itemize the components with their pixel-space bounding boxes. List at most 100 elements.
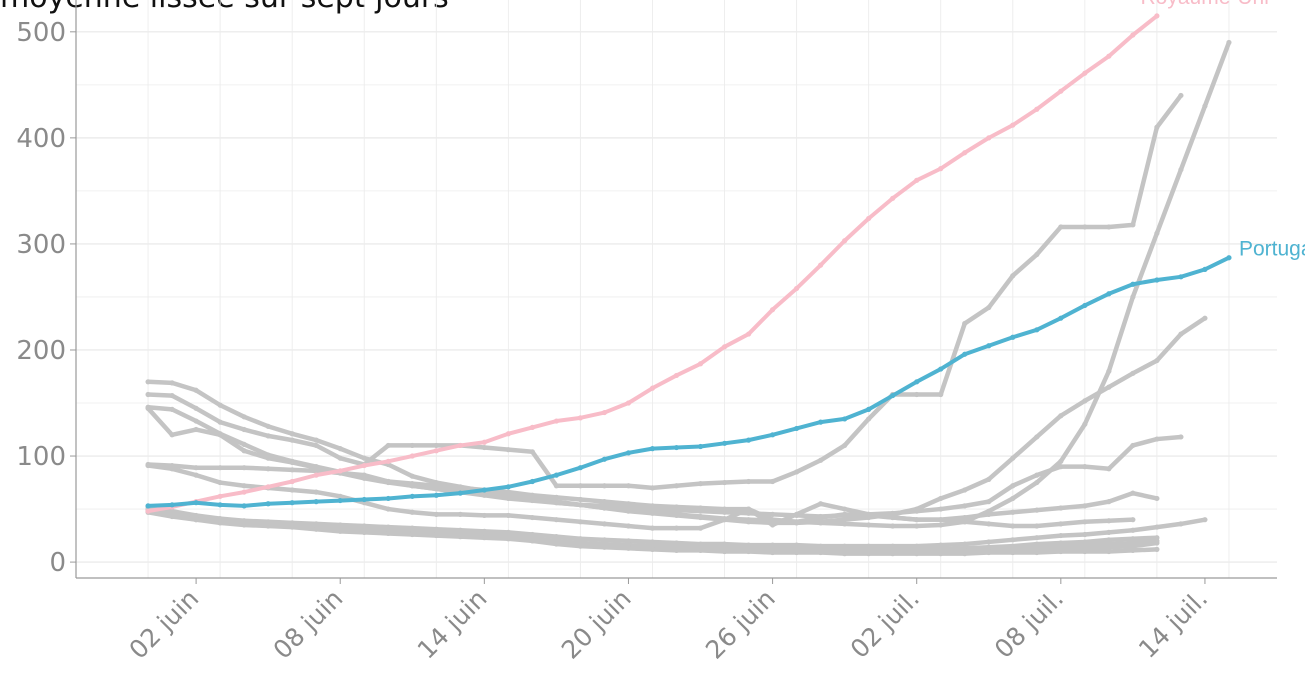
background-series-point: [818, 514, 824, 521]
background-series-point: [938, 495, 944, 502]
x-tick-label: 26 juin: [700, 584, 781, 665]
background-series-point: [481, 535, 487, 541]
series-portugal-point: [385, 495, 391, 502]
background-series-point: [409, 473, 415, 479]
background-series-point: [1010, 495, 1016, 502]
x-tick-label: 02 juin: [123, 584, 204, 665]
series-portugal-point: [481, 487, 487, 493]
background-series-point: [241, 426, 247, 433]
series-royaume-uni-point: [577, 415, 584, 421]
background-series-point: [241, 414, 247, 420]
background-series-point: [217, 520, 223, 526]
background-series-point: [169, 392, 175, 399]
series-portugal-point: [1010, 334, 1016, 340]
series-portugal-point: [337, 497, 343, 504]
background-series-point: [1034, 523, 1040, 529]
series-royaume-uni-point: [1082, 70, 1088, 76]
background-series-point: [1130, 490, 1136, 496]
background-series-point: [866, 551, 872, 557]
background-series-point: [265, 466, 271, 472]
series-royaume-uni-point: [217, 493, 223, 499]
series-royaume-uni-point: [1130, 32, 1136, 38]
x-tick-label: 08 juil.: [989, 584, 1069, 664]
background-series-point: [409, 442, 415, 449]
series-royaume-uni-point: [769, 307, 776, 313]
background-series-point: [1178, 167, 1184, 173]
background-series-point: [745, 478, 752, 485]
background-series-point: [1034, 549, 1040, 556]
background-series-point: [842, 511, 848, 517]
background-series-point: [625, 501, 632, 507]
background-series-point: [217, 465, 223, 471]
x-tick-label: 14 juil.: [1133, 584, 1213, 664]
background-series-point: [794, 549, 800, 556]
background-series-point: [986, 539, 992, 545]
background-series-point: [169, 406, 175, 412]
background-series-point: [890, 514, 896, 521]
background-series-point: [1130, 370, 1136, 376]
background-series-point: [193, 426, 199, 433]
background-series-point: [1106, 548, 1112, 555]
series-royaume-uni-point: [721, 344, 728, 350]
background-series-point: [794, 511, 800, 517]
series-portugal-point: [625, 450, 632, 456]
background-series-point: [217, 402, 223, 408]
background-series-point: [241, 441, 247, 447]
background-series-point: [1202, 315, 1208, 321]
background-series-point: [962, 320, 968, 327]
series-royaume-uni-point: [986, 135, 992, 141]
series-portugal-point: [409, 493, 415, 499]
background-series-point: [577, 483, 584, 489]
background-series-point: [721, 517, 728, 523]
background-series-point: [505, 447, 511, 453]
background-series-point: [1034, 479, 1040, 486]
background-series-point: [1130, 517, 1136, 523]
background-series-point: [842, 517, 848, 523]
background-series-point: [938, 551, 944, 557]
series-portugal-point: [1154, 277, 1160, 283]
background-series-point: [1082, 519, 1088, 525]
background-series-point: [265, 423, 271, 429]
background-series-point: [1058, 464, 1064, 470]
background-series-point: [914, 508, 920, 514]
background-series-point: [169, 432, 175, 438]
background-series-point: [433, 532, 439, 539]
background-series-point: [1106, 529, 1112, 535]
background-series-point: [289, 459, 295, 465]
background-series-point: [169, 513, 175, 520]
background-series-point: [577, 496, 584, 503]
background-series-line: [145, 93, 1184, 491]
series-portugal-line: [146, 255, 1231, 508]
background-series-point: [673, 547, 680, 554]
background-series-point: [1010, 273, 1016, 279]
background-series-point: [769, 549, 776, 556]
background-series-point: [601, 521, 608, 527]
background-series-point: [1058, 505, 1064, 511]
background-series-point: [313, 489, 319, 495]
background-series-point: [962, 503, 968, 509]
background-series-point: [794, 519, 800, 525]
background-series-point: [601, 483, 608, 489]
background-series-point: [433, 442, 439, 449]
background-series-point: [890, 551, 896, 557]
background-series-point: [745, 548, 752, 555]
background-series-point: [1034, 434, 1040, 440]
series-royaume-uni-point: [649, 385, 656, 391]
background-series-point: [505, 495, 511, 502]
background-series-point: [1178, 331, 1184, 337]
background-series-point: [337, 528, 343, 534]
series-portugal-point: [818, 419, 824, 425]
background-series-point: [962, 487, 968, 493]
background-series-point: [1058, 521, 1064, 527]
series-portugal-point: [649, 446, 656, 452]
background-series-point: [649, 525, 656, 531]
series-royaume-uni-point: [505, 431, 511, 437]
background-series-point: [289, 487, 295, 493]
series-royaume-uni-point: [385, 458, 391, 464]
series-royaume-uni-point: [601, 409, 608, 416]
background-series-point: [1178, 434, 1184, 440]
background-series-point: [962, 541, 968, 547]
background-series-line: [145, 40, 1232, 529]
background-series-point: [1202, 517, 1208, 523]
background-series-point: [169, 466, 175, 472]
